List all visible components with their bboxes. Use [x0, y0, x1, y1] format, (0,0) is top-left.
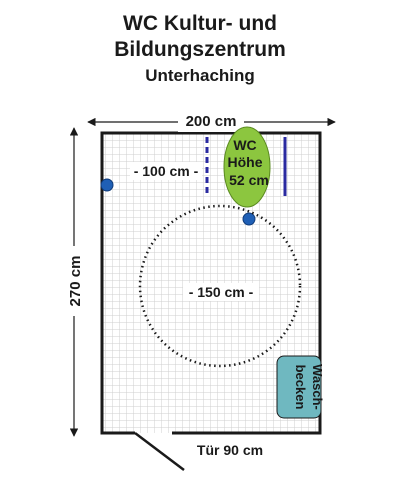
title-line-1: WC Kultur- und	[123, 12, 277, 35]
sink-label-line-2: becken	[293, 365, 308, 410]
sink-label-line-1: Wasch-	[310, 364, 325, 410]
title-line-2: Bildungszentrum	[114, 38, 286, 61]
door-label: Tür 90 cm	[197, 442, 263, 458]
wc-height-label: Höhe	[228, 154, 263, 170]
turning-circle-label: - 150 cm -	[189, 284, 254, 300]
wc-label: WC	[233, 137, 256, 153]
flush-button-right	[242, 212, 256, 226]
sink	[276, 355, 322, 419]
height-label: 270 cm	[67, 256, 84, 307]
wc-height-value: 52 cm	[229, 172, 269, 188]
distance-label: - 100 cm -	[134, 163, 199, 179]
width-label: 200 cm	[186, 113, 237, 130]
flush-button-left	[100, 178, 114, 192]
wall	[100, 131, 322, 435]
door-leaf	[134, 432, 185, 471]
subtitle: Unterhaching	[145, 66, 255, 85]
wc-toilet	[223, 126, 271, 208]
turning-circle	[138, 204, 302, 368]
